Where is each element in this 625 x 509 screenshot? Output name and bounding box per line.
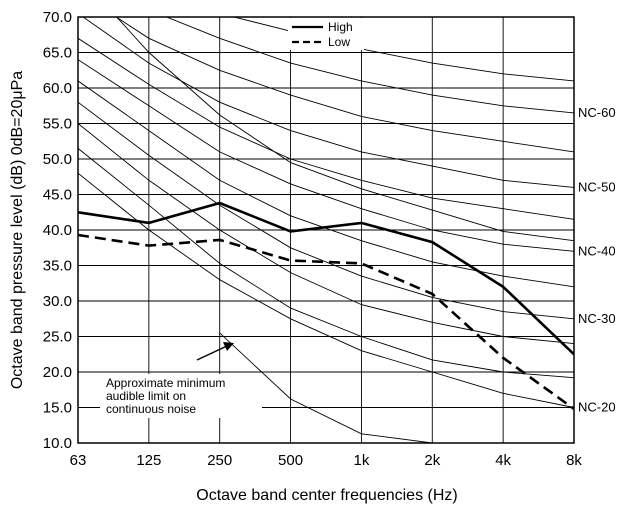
y-tick-label: 45.0: [43, 187, 72, 204]
annotation-box: [100, 374, 262, 418]
y-axis-label: Octave band pressure level (dB) 0dB=20μP…: [9, 71, 26, 389]
annotation-line-3: continuous noise: [106, 402, 196, 416]
nc-curve: [78, 172, 574, 408]
nc-label-bg: [576, 399, 622, 416]
y-tick-label: 60.0: [43, 80, 72, 97]
plot-frame: [77, 16, 575, 444]
nc-label: NC-20: [578, 400, 616, 415]
hearing-limit-line: [219, 332, 433, 443]
y-tick-label: 70.0: [43, 9, 72, 26]
nc-curve: [78, 37, 574, 220]
nc-label: NC-40: [578, 243, 616, 258]
nc-curve: [78, 80, 574, 288]
y-tick-label: 20.0: [43, 364, 72, 381]
nc-curve: [82, 17, 574, 188]
legend-box: [288, 18, 364, 50]
x-tick-label: 1k: [354, 452, 370, 469]
nc-label-bg: [576, 179, 622, 196]
y-tick-label: 50.0: [43, 151, 72, 168]
annotation-arrow-head: [223, 342, 234, 351]
annotation-arrow-shaft: [196, 344, 230, 361]
nc-curve: [116, 17, 574, 242]
x-tick-label: 250: [207, 452, 232, 469]
nc-label: NC-60: [578, 105, 616, 120]
nc-label-bg: [576, 310, 622, 327]
nc-labels: NC-20 NC-30 NC-40 NC-50 NC-60: [576, 104, 622, 416]
x-tick-labels: 63 125 250 500 1k 2k 4k 8k: [70, 452, 583, 469]
legend: High Low: [288, 18, 364, 50]
x-tick-label: 63: [70, 452, 87, 469]
grid-lines: [78, 17, 574, 443]
y-tick-label: 65.0: [43, 45, 72, 62]
x-axis-label: Octave band center frequencies (Hz): [196, 487, 457, 504]
nc-curve: [78, 123, 574, 345]
nc-curve: [165, 17, 574, 114]
data-series: [77, 201, 575, 410]
y-tick-label: 15.0: [43, 400, 72, 417]
y-tick-label: 35.0: [43, 258, 72, 275]
nc-curve: [78, 148, 574, 379]
nc-curve: [78, 101, 574, 320]
nc-label-bg: [576, 104, 622, 121]
nc-label-bg: [576, 243, 622, 260]
y-tick-label: 30.0: [43, 293, 72, 310]
x-tick-label: 500: [278, 452, 303, 469]
x-tick-label: 2k: [424, 452, 440, 469]
annotation-line-1: Approximate minimum: [106, 376, 225, 390]
hearing-limit-curve: [219, 332, 433, 443]
x-tick-label: 8k: [566, 452, 582, 469]
nc-label: NC-50: [578, 179, 616, 194]
nc-curves: [78, 17, 574, 408]
series-line-high: [77, 201, 575, 356]
x-tick-label: 125: [136, 452, 161, 469]
y-tick-labels: 10.0 15.0 20.0 25.0 30.0 35.0 40.0 45.0 50.0 55.0…: [43, 9, 72, 452]
legend-low-label: Low: [328, 35, 350, 49]
nc-curve: [115, 17, 574, 153]
y-tick-label: 40.0: [43, 222, 72, 239]
annotation-line-2: audible limit on: [106, 389, 186, 403]
y-tick-label: 55.0: [43, 116, 72, 133]
series-line-low: [77, 233, 575, 410]
legend-high-label: High: [328, 20, 353, 34]
y-tick-label: 25.0: [43, 329, 72, 346]
nc-curve: [78, 59, 574, 252]
x-tick-label: 4k: [495, 452, 511, 469]
y-tick-label: 10.0: [43, 435, 72, 452]
annotation: Approximate minimum audible limit on con…: [100, 342, 262, 418]
nc-label: NC-30: [578, 311, 616, 326]
